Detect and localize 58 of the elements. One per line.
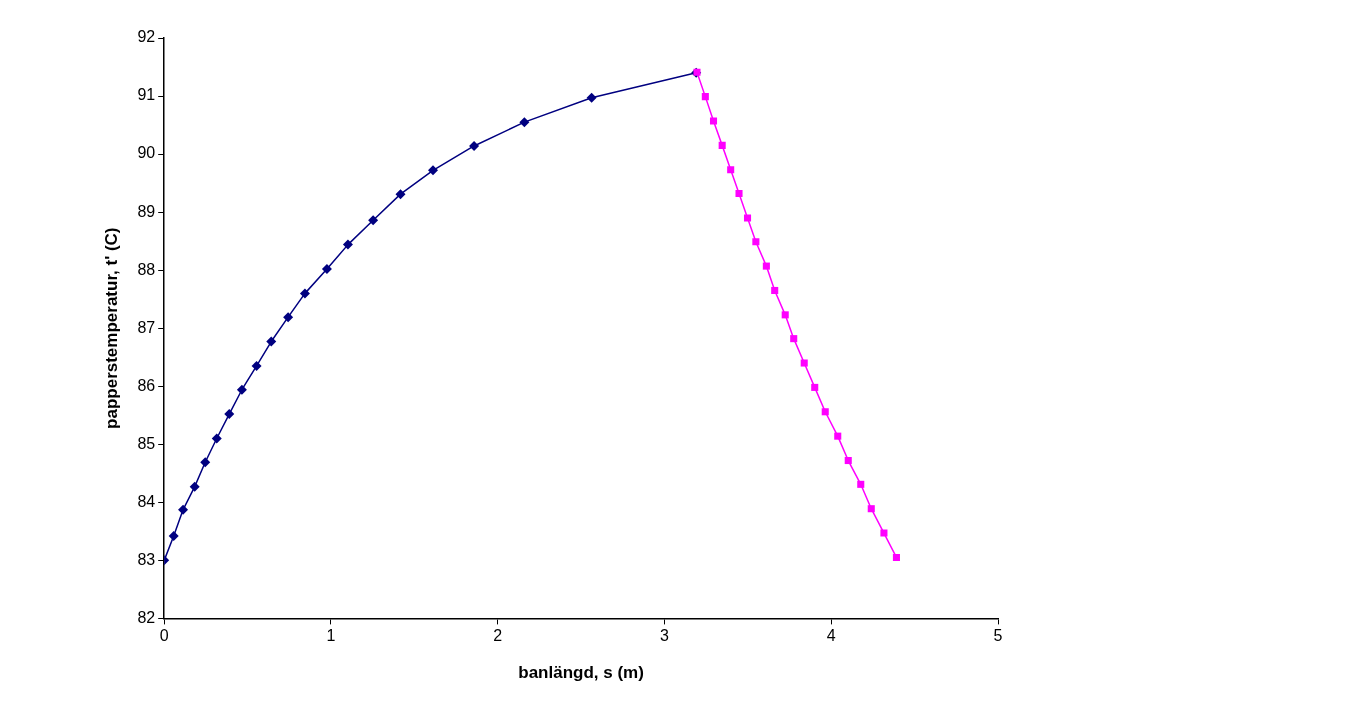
point bbox=[586, 92, 597, 103]
y-tick-label: 86 bbox=[137, 376, 156, 394]
x-tick-label: 0 bbox=[159, 627, 169, 645]
point bbox=[189, 481, 200, 492]
point bbox=[867, 505, 875, 513]
point bbox=[428, 165, 439, 176]
point bbox=[771, 286, 779, 295]
x-tick-label: 4 bbox=[826, 627, 836, 645]
point bbox=[727, 166, 735, 174]
point bbox=[857, 480, 865, 488]
x-tick-label: 1 bbox=[326, 627, 336, 645]
y-tick-label: 85 bbox=[137, 434, 156, 452]
point bbox=[752, 238, 760, 246]
point bbox=[800, 359, 808, 367]
point bbox=[469, 140, 480, 151]
point bbox=[283, 312, 294, 323]
point bbox=[368, 215, 379, 226]
x-axis-title: banlängd, s (m) bbox=[518, 663, 644, 683]
point bbox=[790, 335, 798, 343]
point bbox=[834, 432, 842, 440]
y-tick-label: 92 bbox=[137, 28, 156, 46]
point bbox=[299, 288, 310, 299]
y-tick-label: 91 bbox=[137, 86, 156, 104]
y-axis-title: papperstemperatur, t' (C) bbox=[101, 227, 121, 429]
x-tick-label: 2 bbox=[493, 627, 503, 645]
y-tick-label: 83 bbox=[137, 550, 156, 568]
y-tick-label: 87 bbox=[137, 318, 156, 336]
point bbox=[743, 214, 752, 222]
point bbox=[211, 433, 222, 444]
point bbox=[200, 457, 211, 468]
point bbox=[709, 117, 718, 125]
point bbox=[321, 264, 332, 274]
point bbox=[811, 383, 819, 391]
point bbox=[178, 504, 189, 515]
point bbox=[844, 457, 852, 465]
y-tick-label: 82 bbox=[137, 608, 156, 626]
point bbox=[880, 529, 888, 537]
point bbox=[236, 384, 247, 395]
point bbox=[735, 190, 743, 198]
point bbox=[718, 141, 726, 149]
y-tick-label: 89 bbox=[137, 202, 156, 220]
y-tick-label: 84 bbox=[137, 492, 156, 510]
point bbox=[395, 189, 406, 200]
point bbox=[168, 530, 179, 541]
point bbox=[251, 360, 262, 371]
y-tick-label: 90 bbox=[137, 144, 156, 162]
y-tick-label: 88 bbox=[137, 260, 156, 278]
point bbox=[821, 408, 829, 416]
point bbox=[701, 93, 709, 101]
point bbox=[781, 311, 789, 319]
point bbox=[266, 336, 277, 347]
point bbox=[519, 117, 530, 128]
point bbox=[224, 409, 235, 420]
point bbox=[342, 239, 353, 250]
x-tick-label: 3 bbox=[660, 627, 670, 645]
point bbox=[762, 262, 770, 270]
point bbox=[892, 553, 900, 561]
x-tick-label: 5 bbox=[993, 627, 1003, 645]
